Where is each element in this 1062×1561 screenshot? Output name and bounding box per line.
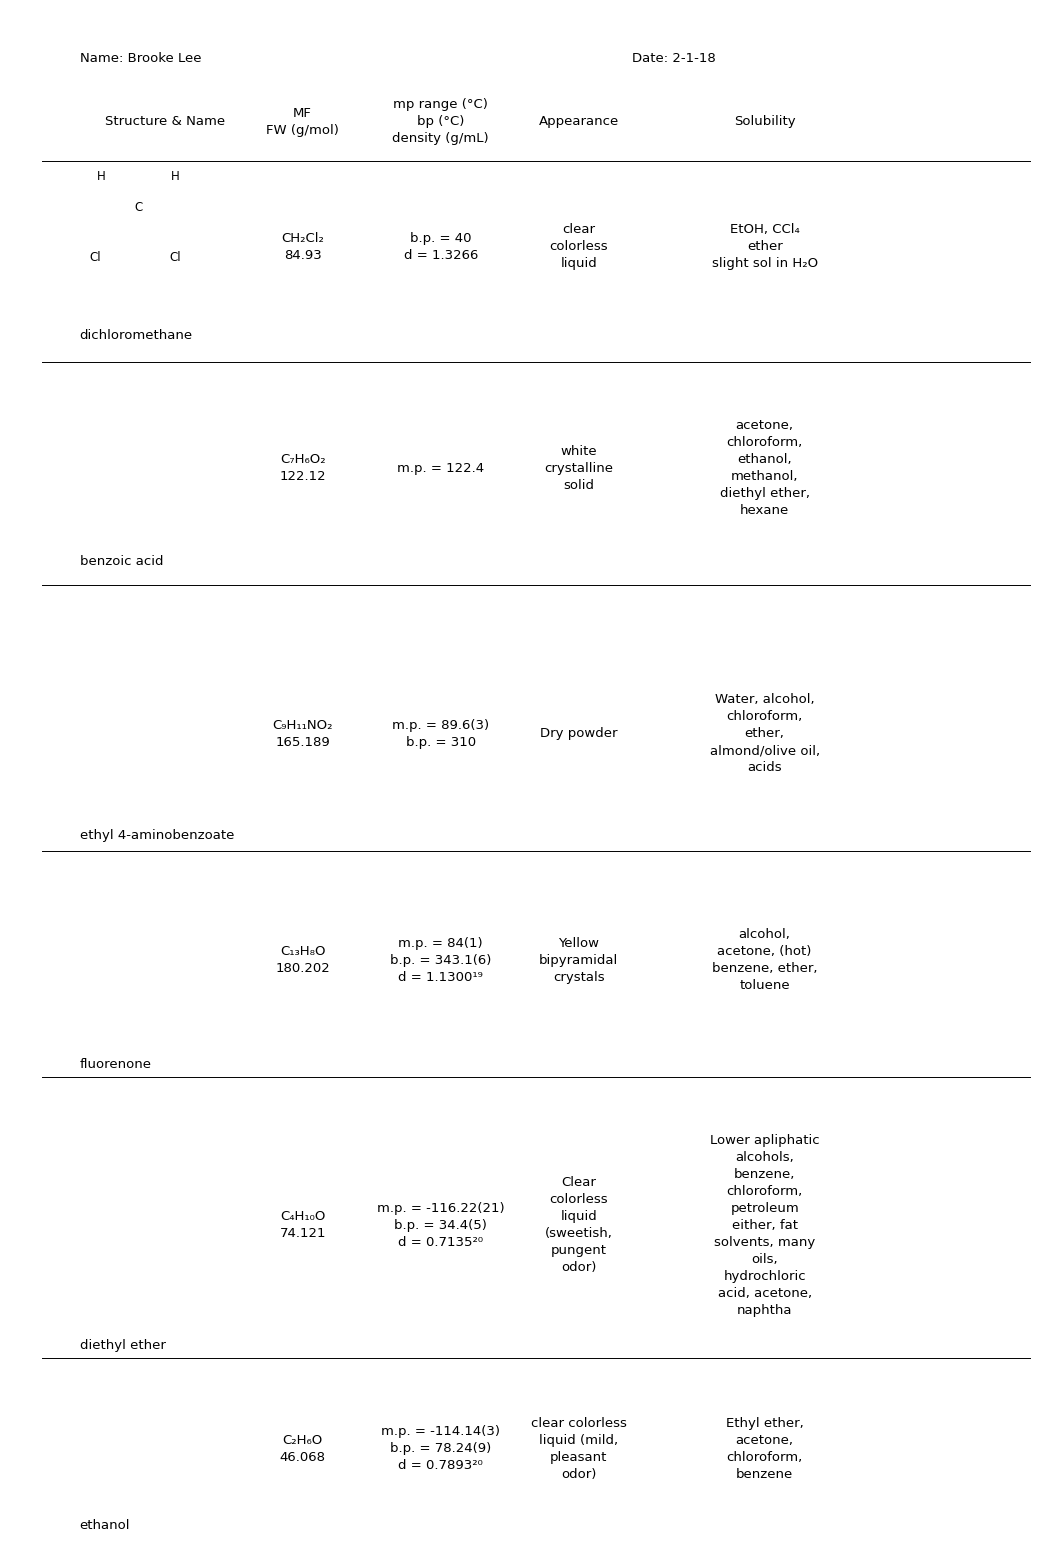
Text: m.p. = -114.14(3)
b.p. = 78.24(9)
d = 0.7893²⁰: m.p. = -114.14(3) b.p. = 78.24(9) d = 0.…: [381, 1425, 500, 1472]
Text: white
crystalline
solid: white crystalline solid: [545, 445, 613, 492]
Text: m.p. = 89.6(3)
b.p. = 310: m.p. = 89.6(3) b.p. = 310: [392, 718, 490, 749]
Text: C₄H₁₀O
74.121: C₄H₁₀O 74.121: [279, 1210, 326, 1241]
Text: m.p. = -116.22(21)
b.p. = 34.4(5)
d = 0.7135²⁰: m.p. = -116.22(21) b.p. = 34.4(5) d = 0.…: [377, 1202, 504, 1249]
Text: H: H: [97, 170, 105, 183]
Text: Cl: Cl: [90, 251, 101, 264]
Text: CH₂Cl₂
84.93: CH₂Cl₂ 84.93: [281, 231, 324, 262]
Text: C₁₃H₈O
180.202: C₁₃H₈O 180.202: [275, 944, 330, 976]
Text: ethyl 4-aminobenzoate: ethyl 4-aminobenzoate: [80, 829, 234, 841]
Text: m.p. = 84(1)
b.p. = 343.1(6)
d = 1.1300¹⁹: m.p. = 84(1) b.p. = 343.1(6) d = 1.1300¹…: [390, 937, 492, 983]
Text: Ethyl ether,
acetone,
chloroform,
benzene: Ethyl ether, acetone, chloroform, benzen…: [725, 1417, 804, 1480]
Text: H: H: [171, 170, 179, 183]
Text: Date: 2-1-18: Date: 2-1-18: [632, 52, 716, 64]
Text: acetone,
chloroform,
ethanol,
methanol,
diethyl ether,
hexane: acetone, chloroform, ethanol, methanol, …: [720, 420, 809, 517]
Text: Solubility: Solubility: [734, 116, 795, 128]
Text: mp range (°C)
bp (°C)
density (g/mL): mp range (°C) bp (°C) density (g/mL): [393, 98, 489, 145]
Text: Appearance: Appearance: [538, 116, 619, 128]
Text: C₂H₆O
46.068: C₂H₆O 46.068: [279, 1433, 326, 1464]
Text: b.p. = 40
d = 1.3266: b.p. = 40 d = 1.3266: [404, 231, 478, 262]
Text: C₉H₁₁NO₂
165.189: C₉H₁₁NO₂ 165.189: [273, 718, 332, 749]
Text: C₇H₆O₂
122.12: C₇H₆O₂ 122.12: [279, 453, 326, 484]
Text: Clear
colorless
liquid
(sweetish,
pungent
odor): Clear colorless liquid (sweetish, pungen…: [545, 1177, 613, 1274]
Text: EtOH, CCl₄
ether
slight sol in H₂O: EtOH, CCl₄ ether slight sol in H₂O: [712, 223, 818, 270]
Text: alcohol,
acetone, (hot)
benzene, ether,
toluene: alcohol, acetone, (hot) benzene, ether, …: [712, 929, 818, 991]
Text: Water, alcohol,
chloroform,
ether,
almond/olive oil,
acids: Water, alcohol, chloroform, ether, almon…: [709, 693, 820, 774]
Text: Yellow
bipyramidal
crystals: Yellow bipyramidal crystals: [539, 937, 618, 983]
Text: clear
colorless
liquid: clear colorless liquid: [549, 223, 609, 270]
Text: benzoic acid: benzoic acid: [80, 556, 164, 568]
Text: C: C: [134, 201, 142, 214]
Text: Name: Brooke Lee: Name: Brooke Lee: [80, 52, 201, 64]
Text: ethanol: ethanol: [80, 1519, 131, 1531]
Text: Cl: Cl: [170, 251, 181, 264]
Text: MF
FW (g/mol): MF FW (g/mol): [267, 106, 339, 137]
Text: dichloromethane: dichloromethane: [80, 329, 193, 342]
Text: clear colorless
liquid (mild,
pleasant
odor): clear colorless liquid (mild, pleasant o…: [531, 1417, 627, 1480]
Text: diethyl ether: diethyl ether: [80, 1339, 166, 1352]
Text: Dry powder: Dry powder: [541, 727, 617, 740]
Text: m.p. = 122.4: m.p. = 122.4: [397, 462, 484, 475]
Text: Lower apliphatic
alcohols,
benzene,
chloroform,
petroleum
either, fat
solvents, : Lower apliphatic alcohols, benzene, chlo…: [709, 1133, 820, 1317]
Text: fluorenone: fluorenone: [80, 1058, 152, 1071]
Text: Structure & Name: Structure & Name: [104, 116, 225, 128]
